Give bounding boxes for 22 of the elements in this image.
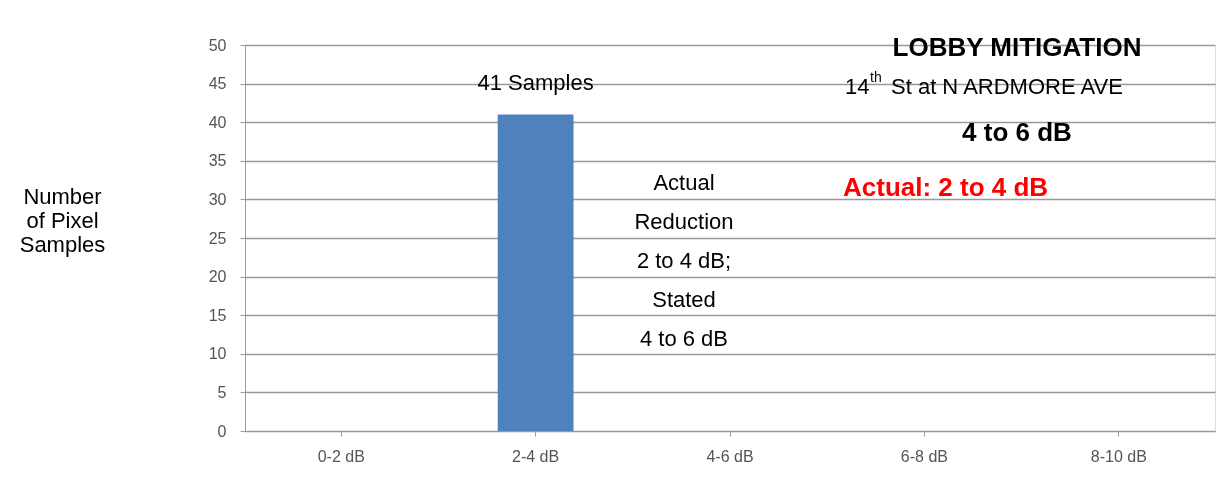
y-tick-label: 0 — [217, 422, 227, 440]
y-tick-label: 45 — [208, 75, 227, 93]
y-axis-title: Number of Pixel Samples — [19, 183, 106, 257]
y-tick-label: 30 — [208, 190, 227, 208]
y-tick-label: 5 — [217, 383, 227, 401]
y-tick-label: 35 — [208, 152, 227, 170]
x-tick-label: 4-6 dB — [706, 447, 754, 465]
annotation: Actual: 2 to 4 dB — [843, 172, 1049, 202]
x-tick-label: 0-2 dB — [317, 447, 365, 465]
data-label: 41 Samples — [477, 70, 594, 96]
y-tick-label: 10 — [208, 345, 227, 363]
chart-title: LOBBY MITIGATION — [892, 32, 1142, 62]
y-tick-label: 50 — [208, 36, 227, 54]
y-tick-label: 40 — [208, 113, 227, 131]
annotation: 4 to 6 dB — [962, 117, 1072, 147]
y-tick-label: 25 — [208, 229, 227, 247]
y-tick-label: 15 — [208, 306, 227, 324]
x-tick-label: 8-10 dB — [1090, 447, 1147, 465]
y-tick-label: 20 — [208, 268, 227, 286]
annotation: Actual Reduction 2 to 4 dB; Stated 4 to 6 dB — [634, 170, 734, 351]
x-tick-label: 6-8 dB — [900, 447, 948, 465]
x-tick-label: 2-4 dB — [512, 447, 560, 465]
